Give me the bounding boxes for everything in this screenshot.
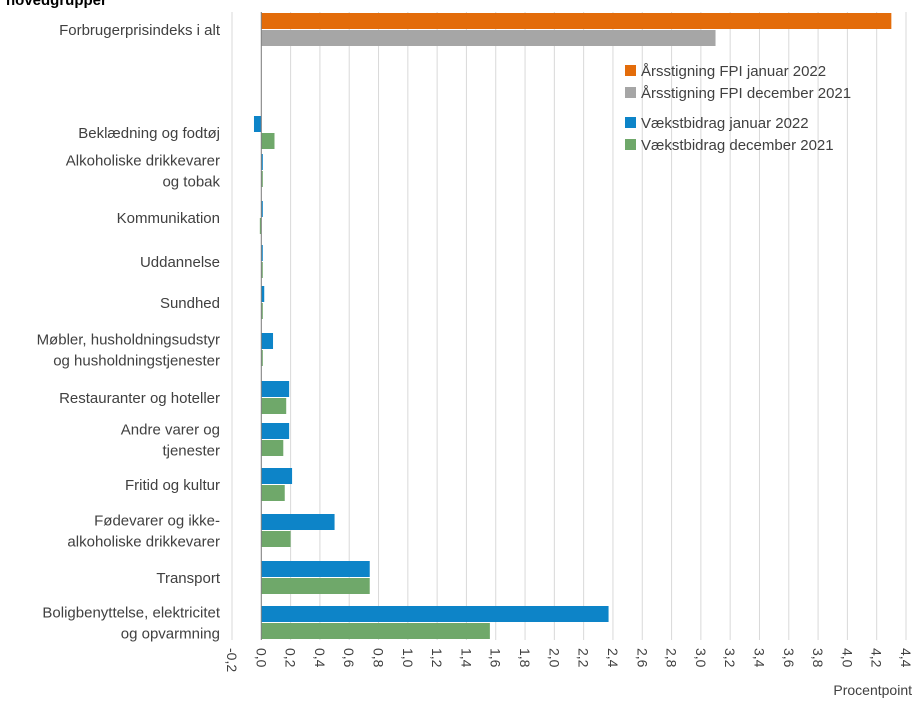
x-axis-title: Procentpoint bbox=[833, 682, 912, 698]
x-tick-label: 4,0 bbox=[839, 648, 855, 668]
category-label: Andre varer og bbox=[121, 422, 220, 439]
bar bbox=[261, 514, 335, 530]
category-label: Møbler, husholdningsudstyr bbox=[37, 332, 220, 349]
bar bbox=[261, 440, 284, 456]
legend-label: Årsstigning FPI december 2021 bbox=[641, 85, 851, 102]
category-label: Fritid og kultur bbox=[125, 477, 220, 494]
bar bbox=[261, 623, 490, 639]
bar bbox=[261, 13, 892, 29]
category-label: alkoholiske drikkevarer bbox=[67, 534, 220, 551]
x-tick-label: -0,2 bbox=[224, 648, 240, 672]
x-tick-label: 3,6 bbox=[781, 648, 797, 668]
bar bbox=[261, 561, 370, 577]
category-label: og opvarmning bbox=[121, 626, 220, 643]
bar bbox=[261, 350, 263, 366]
x-tick-label: 3,4 bbox=[751, 648, 767, 668]
x-tick-label: 2,6 bbox=[634, 648, 650, 668]
bar bbox=[261, 30, 716, 46]
bar bbox=[261, 262, 263, 278]
x-tick-label: 0,4 bbox=[312, 648, 328, 668]
bar bbox=[261, 606, 609, 622]
x-tick-label: 0,0 bbox=[253, 648, 269, 668]
chart-title: hovedgrupper bbox=[6, 0, 107, 9]
x-tick-label: 1,0 bbox=[400, 648, 416, 668]
x-tick-label: 1,6 bbox=[488, 648, 504, 668]
x-tick-label: 1,8 bbox=[517, 648, 533, 668]
legend-swatch bbox=[625, 139, 636, 150]
x-tick-label: 0,2 bbox=[283, 648, 299, 668]
bar bbox=[261, 303, 263, 319]
category-label: Beklædning og fodtøj bbox=[78, 125, 220, 142]
bar bbox=[261, 578, 370, 594]
bar bbox=[261, 133, 275, 149]
bar bbox=[261, 485, 285, 501]
category-label: Uddannelse bbox=[140, 254, 220, 271]
bar bbox=[261, 245, 263, 261]
legend-swatch bbox=[625, 65, 636, 76]
bar bbox=[259, 218, 262, 234]
category-label: Boligbenyttelse, elektricitet bbox=[42, 605, 220, 622]
bar bbox=[261, 423, 290, 439]
legend-swatch bbox=[625, 117, 636, 128]
category-label: Transport bbox=[156, 570, 220, 587]
category-labels: Forbrugerprisindeks i alt Beklædning og f… bbox=[37, 22, 221, 643]
category-label: Restauranter og hoteller bbox=[59, 390, 220, 407]
category-label: Kommunikation bbox=[117, 210, 220, 227]
x-tick-label: 1,2 bbox=[429, 648, 445, 668]
bar bbox=[261, 468, 293, 484]
bar bbox=[261, 286, 265, 302]
legend: Årsstigning FPI januar 2022 Årsstigning F… bbox=[625, 63, 851, 154]
category-label: og husholdningstjenester bbox=[53, 353, 220, 370]
x-tick-labels: -0,2 0,0 0,2 0,4 0,6 0,8 1,0 1,2 1,4 1,6 1,8 2,0 2,2… bbox=[224, 648, 914, 672]
bar bbox=[261, 333, 274, 349]
category-label: Sundhed bbox=[160, 295, 220, 312]
bar bbox=[253, 116, 262, 132]
bar bbox=[261, 381, 290, 397]
x-tick-label: 4,2 bbox=[869, 648, 885, 668]
x-tick-label: 0,8 bbox=[371, 648, 387, 668]
category-label: tjenester bbox=[162, 443, 220, 460]
x-tick-label: 3,8 bbox=[810, 648, 826, 668]
x-tick-label: 0,6 bbox=[341, 648, 357, 668]
bar bbox=[261, 531, 291, 547]
category-label: Alkoholiske drikkevarer bbox=[66, 153, 220, 170]
legend-swatch bbox=[625, 87, 636, 98]
bars bbox=[253, 13, 892, 639]
legend-label: Vækstbidrag januar 2022 bbox=[641, 115, 809, 132]
x-tick-label: 1,4 bbox=[458, 648, 474, 668]
legend-label: Vækstbidrag december 2021 bbox=[641, 137, 834, 154]
category-label: og tobak bbox=[162, 174, 220, 191]
x-tick-label: 3,2 bbox=[722, 648, 738, 668]
category-label: Forbrugerprisindeks i alt bbox=[59, 22, 221, 39]
x-tick-label: 2,2 bbox=[576, 648, 592, 668]
bar bbox=[261, 201, 263, 217]
x-tick-label: 2,0 bbox=[546, 648, 562, 668]
legend-label: Årsstigning FPI januar 2022 bbox=[641, 63, 826, 80]
gridlines bbox=[231, 12, 907, 640]
bar bbox=[261, 171, 263, 187]
bar bbox=[261, 154, 263, 170]
category-label: Fødevarer og ikke- bbox=[94, 513, 220, 530]
x-tick-label: 2,8 bbox=[664, 648, 680, 668]
bar bbox=[261, 398, 287, 414]
x-tick-label: 4,4 bbox=[898, 648, 914, 668]
x-tick-label: 3,0 bbox=[693, 648, 709, 668]
x-tick-label: 2,4 bbox=[605, 648, 621, 668]
